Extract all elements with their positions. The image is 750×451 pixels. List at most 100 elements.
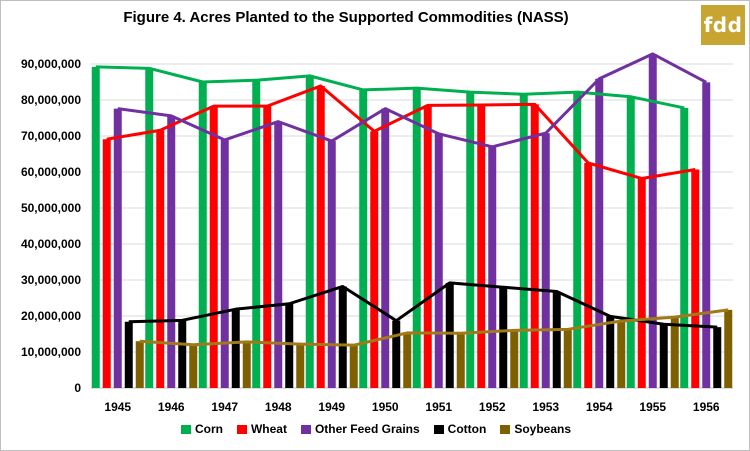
bar-other-feed-grains (113, 108, 122, 388)
bar-wheat (477, 105, 486, 388)
legend-swatch (433, 424, 444, 434)
line-soybeans (139, 308, 729, 347)
bar-wheat (370, 131, 379, 388)
bar-soybeans (296, 344, 305, 388)
legend-swatch (236, 424, 247, 434)
legend-label: Corn (194, 422, 223, 436)
bar-other-feed-grains (541, 133, 550, 388)
bar-corn (252, 80, 261, 388)
bar-other-feed-grains (327, 141, 336, 388)
bar-soybeans (349, 345, 358, 388)
bar-wheat (156, 130, 165, 389)
bar-wheat (316, 85, 325, 389)
y-tick-label: 0 (74, 381, 81, 395)
bar-cotton (178, 320, 187, 388)
legend-item-cotton: Cotton (433, 422, 487, 436)
x-tick-label: 1950 (372, 400, 399, 414)
legend-item-corn: Corn (180, 422, 223, 436)
bar-corn (466, 92, 475, 388)
x-tick-label: 1954 (586, 400, 613, 414)
x-tick-label: 1955 (639, 400, 666, 414)
legend-item-wheat: Wheat (236, 422, 287, 436)
bar-soybeans (189, 344, 198, 388)
x-tick-label: 1952 (479, 400, 506, 414)
bar-other-feed-grains (434, 133, 443, 388)
legend-item-other-feed-grains: Other Feed Grains (300, 422, 420, 436)
fdd-logo: fdd (701, 5, 745, 45)
y-tick-label: 60,000,000 (21, 165, 81, 179)
chart-legend: Corn Wheat Other Feed Grains Cotton Soybeans (1, 422, 750, 436)
legend-label: Other Feed Grains (314, 422, 420, 436)
bar-soybeans (403, 332, 412, 388)
legend-label: Soybeans (514, 422, 572, 436)
bar-soybeans (242, 341, 251, 388)
bar-other-feed-grains (702, 82, 711, 389)
bar-corn (198, 82, 207, 388)
y-tick-label: 70,000,000 (21, 129, 81, 143)
bar-soybeans (670, 317, 679, 388)
bar-corn (626, 96, 635, 388)
bar-cotton (659, 324, 668, 388)
x-tick-label: 1945 (104, 400, 131, 414)
bar-wheat (423, 105, 432, 389)
x-tick-label: 1947 (211, 400, 238, 414)
bar-cotton (392, 320, 401, 388)
legend-label: Wheat (250, 422, 287, 436)
bar-cotton (713, 327, 722, 388)
bar-other-feed-grains (220, 139, 229, 388)
legend-swatch (180, 424, 191, 434)
bar-other-feed-grains (648, 53, 657, 389)
legend-swatch (300, 424, 311, 434)
bar-cotton (124, 321, 133, 388)
x-tick-label: 1948 (265, 400, 292, 414)
y-tick-label: 40,000,000 (21, 237, 81, 251)
x-tick-label: 1946 (158, 400, 185, 414)
bar-wheat (209, 106, 218, 389)
bar-corn (91, 66, 100, 388)
bar-other-feed-grains (381, 108, 390, 388)
bar-corn (519, 94, 528, 389)
legend-label: Cotton (447, 422, 487, 436)
bar-corn (305, 75, 314, 388)
y-tick-label: 10,000,000 (21, 345, 81, 359)
line-other-feed-grains (117, 52, 707, 149)
y-tick-label: 20,000,000 (21, 309, 81, 323)
bar-cotton (231, 309, 240, 388)
line-cotton (128, 281, 718, 329)
bar-soybeans (456, 333, 465, 388)
chart-title: Figure 4. Acres Planted to the Supported… (123, 9, 569, 26)
bar-corn (359, 89, 368, 389)
bar-corn (412, 88, 421, 389)
bar-soybeans (563, 329, 572, 388)
x-tick-label: 1953 (532, 400, 559, 414)
bar-other-feed-grains (488, 146, 497, 388)
bar-wheat (691, 169, 700, 388)
bar-wheat (584, 163, 593, 388)
y-tick-label: 50,000,000 (21, 201, 81, 215)
bar-other-feed-grains (167, 115, 176, 388)
bar-soybeans (617, 321, 626, 388)
x-tick-label: 1956 (693, 400, 720, 414)
y-tick-label: 30,000,000 (21, 273, 81, 287)
bar-cotton (499, 287, 508, 388)
bar-cotton (338, 286, 347, 388)
bar-wheat (263, 106, 272, 389)
bar-corn (680, 107, 689, 389)
x-tick-label: 1951 (425, 400, 452, 414)
bar-other-feed-grains (595, 78, 604, 388)
legend-item-soybeans: Soybeans (500, 422, 571, 436)
bar-cotton (285, 303, 294, 388)
bar-soybeans (135, 341, 144, 388)
bar-wheat (102, 139, 111, 388)
bar-soybeans (510, 330, 519, 388)
bar-soybeans (724, 309, 733, 388)
bar-wheat (637, 178, 646, 388)
bar-cotton (445, 282, 454, 388)
bar-cotton (606, 316, 615, 388)
bar-wheat (530, 104, 539, 388)
bar-corn (145, 68, 154, 388)
x-tick-label: 1949 (318, 400, 345, 414)
y-tick-label: 80,000,000 (21, 93, 81, 107)
